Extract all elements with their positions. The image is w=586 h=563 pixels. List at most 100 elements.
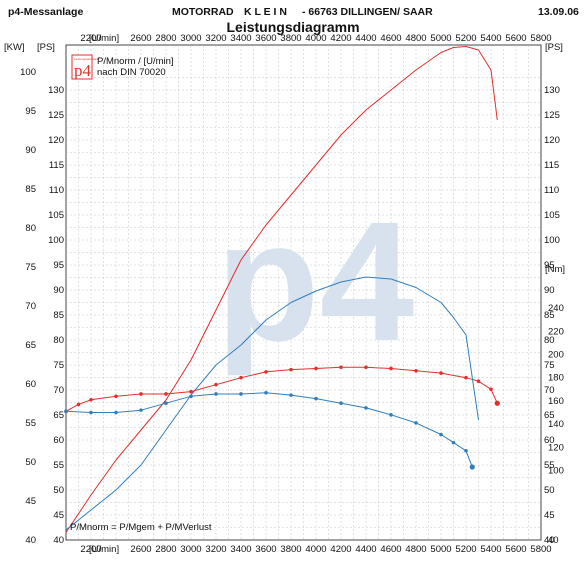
y-right-nm-tick: 180: [548, 373, 564, 384]
series-point-red-nm: [264, 370, 268, 374]
series-line-red-ps: [65, 46, 498, 533]
x-tick-top: 4800: [405, 33, 426, 44]
legend-line-1: P/Mnorm / [U/min]: [97, 56, 174, 67]
series-point-red-nm: [139, 392, 143, 396]
y-left-kw-tick: 70: [25, 301, 36, 312]
chart-title: Leistungsdiagramm: [226, 19, 360, 35]
x-tick-bottom: 4600: [380, 544, 401, 555]
x-tick-top: 3600: [255, 33, 276, 44]
series-point-blue-nm: [189, 394, 193, 399]
x-tick-top: 4200: [330, 33, 351, 44]
y-right-ps-tick: 100: [544, 235, 560, 246]
y-right-ps-tick: 40: [544, 535, 555, 546]
series-end-point: [494, 400, 500, 406]
series-point-blue-nm: [389, 413, 393, 417]
x-tick-top: 4000: [305, 33, 326, 44]
tick-labels: 2200 2200 2600 2600 2800 2800 3000 3000 3200 3200…: [20, 33, 564, 555]
logo-small-text: Leistungsprüfstand: [74, 57, 100, 61]
x-tick-bottom: 5400: [480, 544, 501, 555]
y-right-ps-tick: 70: [544, 385, 555, 396]
header-brand: MOTORRAD: [172, 6, 234, 18]
series-point-red-nm: [189, 389, 193, 394]
y-left-ps-tick: 75: [53, 360, 64, 371]
series-point-blue-nm: [289, 393, 293, 397]
y-right-nm-tick: 120: [548, 442, 564, 453]
series-point-red-nm: [339, 365, 343, 370]
y-right-nm-tick: 240: [548, 303, 564, 314]
y-left-kw-tick: 65: [25, 340, 36, 351]
series-point-blue-nm: [214, 392, 218, 396]
x-tick-top: 5400: [480, 33, 501, 44]
y-left-ps-label: [PS]: [37, 42, 55, 53]
y-right-nm-label: [Nm]: [545, 264, 565, 275]
x-tick-top: 2200: [80, 33, 101, 44]
y-right-nm-tick: 200: [548, 350, 564, 361]
series-point-blue-nm: [64, 409, 68, 414]
y-left-kw-label: [KW]: [4, 42, 25, 53]
x-tick-top: 3200: [205, 33, 226, 44]
x-tick-bottom: 2800: [155, 544, 176, 555]
y-right-nm-tick: 160: [548, 396, 564, 407]
series-point-red-nm: [364, 365, 368, 370]
series-point-red-nm: [414, 368, 418, 373]
y-left-kw-tick: 45: [25, 496, 36, 507]
y-left-ps-tick: 45: [53, 510, 64, 521]
y-right-ps-tick: 65: [544, 410, 555, 421]
y-left-kw-tick: 80: [25, 223, 36, 234]
y-left-ps-tick: 70: [53, 385, 64, 396]
y-left-ps-tick: 125: [48, 110, 64, 121]
watermark: p4: [216, 187, 414, 377]
legend-line-2: nach DIN 70020: [97, 67, 166, 78]
x-tick-top: 2600: [130, 33, 151, 44]
series-point-blue-nm: [464, 448, 468, 453]
x-tick-bottom: 5600: [505, 544, 526, 555]
y-left-ps-tick: 85: [53, 310, 64, 321]
series-point-red-nm: [89, 397, 93, 402]
y-left-kw-tick: 40: [25, 535, 36, 546]
y-right-nm-tick: 140: [548, 419, 564, 430]
series-point-blue-nm: [364, 406, 368, 410]
series-point-red-nm: [476, 379, 481, 384]
y-right-ps-tick: 75: [544, 360, 555, 371]
x-tick-top: 5800: [530, 33, 551, 44]
x-unit-top: [U/min]: [89, 33, 119, 44]
x-tick-top: 4400: [355, 33, 376, 44]
series-point-red-nm: [76, 402, 81, 407]
y-left-ps-tick: 90: [53, 285, 64, 296]
y-left-kw-tick: 100: [20, 67, 36, 78]
series-point-blue-nm: [314, 396, 318, 401]
y-left-ps-tick: 130: [48, 85, 64, 96]
y-left-ps-tick: 65: [53, 410, 64, 421]
x-tick-top: 4600: [380, 33, 401, 44]
y-right-ps-tick: 125: [544, 110, 560, 121]
y-right-nm-tick: 100: [548, 465, 564, 476]
header-name: K L E I N: [244, 6, 287, 18]
x-tick-bottom: 2200: [80, 544, 101, 555]
y-right-ps-tick: 120: [544, 135, 560, 146]
series-end-point: [469, 464, 475, 470]
x-tick-top: 5200: [455, 33, 476, 44]
series-point-red-nm: [314, 366, 318, 371]
x-tick-top: 2800: [155, 33, 176, 44]
x-tick-bottom: 3200: [205, 544, 226, 555]
y-left-kw-tick: 55: [25, 418, 36, 429]
series-point-red-nm: [114, 394, 118, 399]
series-point-blue-nm: [414, 421, 418, 425]
x-tick-bottom: 5800: [530, 544, 551, 555]
x-tick-bottom: 4400: [355, 544, 376, 555]
y-right-nm-tick: 220: [548, 326, 564, 337]
series-point-blue-nm: [451, 440, 456, 445]
series-line-blue-ps: [65, 276, 479, 531]
x-tick-top: 3000: [180, 33, 201, 44]
series-point-red-nm: [289, 367, 293, 372]
logo-box: [71, 54, 93, 80]
y-left-kw-tick: 95: [25, 106, 36, 117]
x-tick-bottom: 4800: [405, 544, 426, 555]
y-right-ps-tick: 130: [544, 85, 560, 96]
y-left-kw-tick: 75: [25, 262, 36, 273]
series-point-red-nm: [489, 387, 493, 392]
y-right-ps-label: [PS]: [545, 42, 563, 53]
series-point-blue-nm: [139, 408, 143, 412]
x-tick-bottom: 3800: [280, 544, 301, 555]
